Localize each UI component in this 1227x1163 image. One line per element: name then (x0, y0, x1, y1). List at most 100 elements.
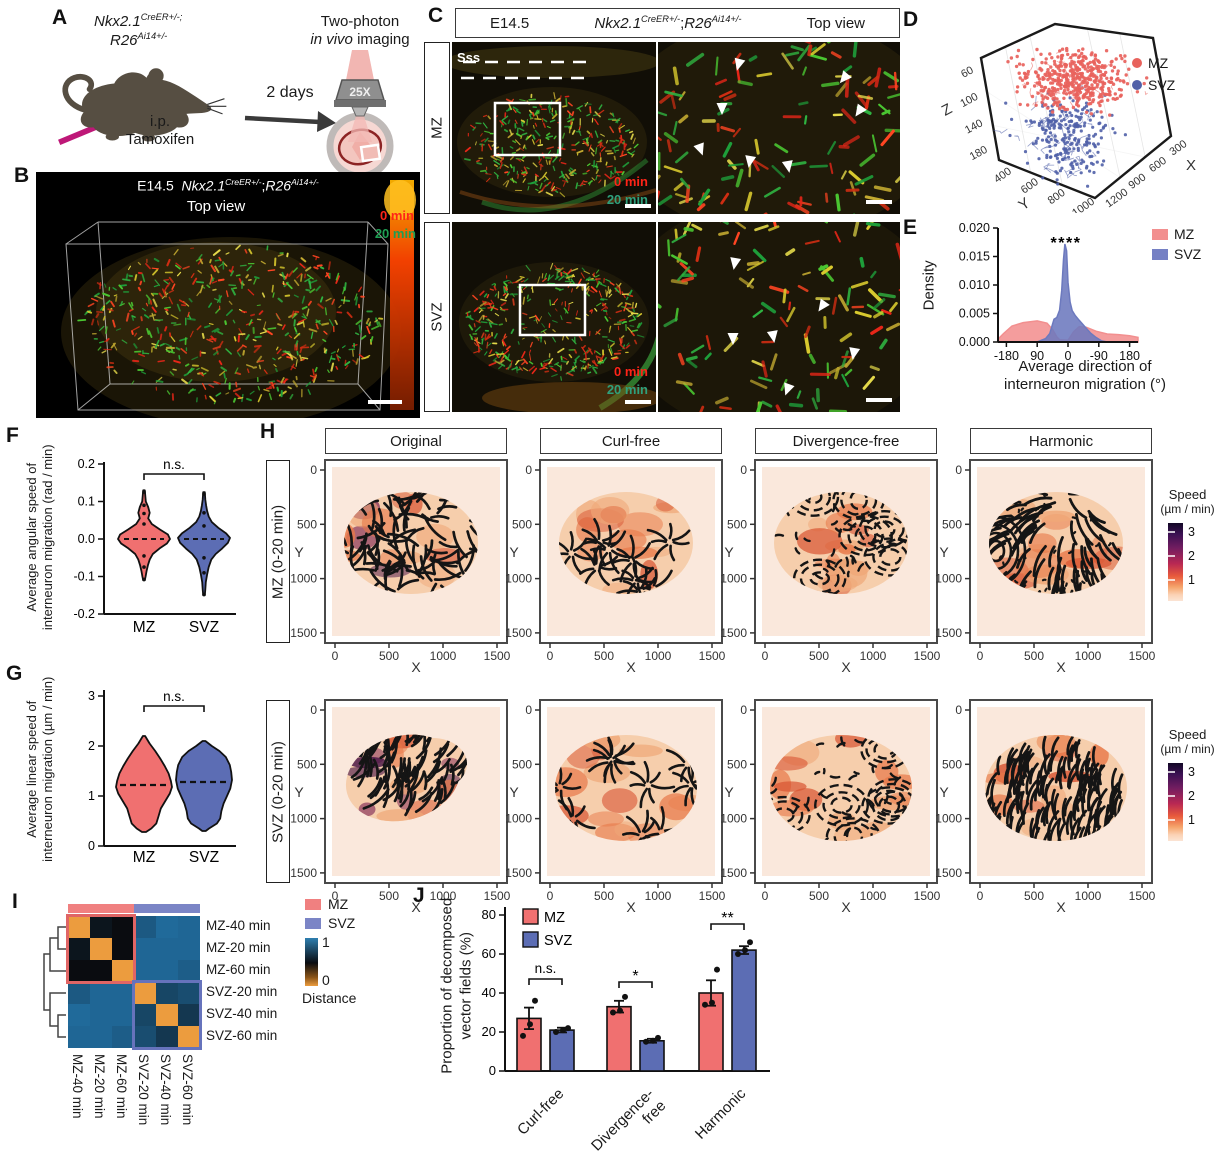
data-point (520, 1032, 526, 1039)
arrowhead-icon (693, 142, 704, 156)
svg-text:90: 90 (1030, 349, 1044, 363)
svg-text:2: 2 (1188, 549, 1195, 563)
svg-text:X: X (411, 659, 421, 675)
svg-text:SVZ: SVZ (189, 849, 219, 866)
svg-text:1500: 1500 (505, 626, 532, 640)
svg-text:1: 1 (1188, 813, 1195, 827)
svg-text:0: 0 (310, 703, 317, 717)
svg-text:1000: 1000 (290, 812, 317, 826)
data-point (560, 1027, 566, 1034)
svg-text:1500: 1500 (935, 626, 962, 640)
arrowhead-icon (784, 382, 795, 396)
svg-text:0: 0 (740, 703, 747, 717)
speed-colorbar (1168, 763, 1183, 841)
svg-text:0: 0 (547, 889, 554, 903)
panel-e-label: E (903, 216, 918, 239)
svg-text:1500: 1500 (699, 649, 726, 663)
svg-text:1000: 1000 (430, 889, 457, 903)
data-point (655, 1034, 661, 1041)
panel-e-xlabel-2: interneuron migration (°) (1004, 376, 1166, 393)
svg-text:500: 500 (942, 757, 962, 771)
h-row-svz: SVZ (0-20 min) (266, 700, 290, 883)
svg-text:500: 500 (809, 889, 829, 903)
heatmap-col-label: MZ-40 min (70, 1054, 85, 1119)
heatmap-cell (68, 916, 90, 938)
panel-g-ylabel: Average linear speed of interneuron migr… (23, 676, 55, 862)
mz-swatch-icon (1152, 228, 1168, 240)
scale-bar (866, 398, 892, 402)
svg-text:0: 0 (1065, 349, 1072, 363)
svg-text:1500: 1500 (484, 649, 511, 663)
bar-SVZ (731, 949, 757, 1072)
svg-text:1: 1 (1188, 573, 1195, 587)
mz-cluster-box (66, 914, 136, 984)
scale-bar (625, 204, 651, 208)
svg-text:3: 3 (1188, 765, 1195, 779)
svg-text:MZ: MZ (133, 849, 155, 866)
svg-text:1200: 1200 (1103, 186, 1130, 210)
i-svz-annotation-bar (134, 904, 200, 913)
panel-c-row-mz: MZ (424, 42, 450, 214)
heatmap-cell (90, 982, 112, 1004)
h-colorbar-title-2: Speed (1168, 727, 1207, 742)
i-mz-annotation-bar (68, 904, 134, 913)
panel-b-label: B (14, 164, 30, 187)
svg-text:0: 0 (762, 889, 769, 903)
svg-text:SVZ: SVZ (189, 619, 219, 636)
panel-h-vector-fields: 005005001000100015001500YX00500500100010… (290, 459, 1195, 915)
panel-e-ylabel: Density (920, 260, 938, 311)
panel-f-ylabel: Average angular speed of interneuron mig… (23, 444, 55, 631)
panel-b-time20-label: 20 min (374, 226, 416, 241)
svg-text:X: X (626, 659, 636, 675)
panel-a-label: A (52, 6, 68, 29)
svg-text:500: 500 (727, 517, 747, 531)
i-dendrogram (43, 926, 66, 1038)
significance-label: n.s. (163, 689, 185, 704)
svg-text:2: 2 (88, 739, 95, 753)
panel-e-density-plot: 0.020 0.015 0.010 0.005 0.000 -180 90 0 -90 180 **… (959, 222, 1140, 363)
h-colorbar-unit-2: (µm / min) (1160, 742, 1215, 756)
vector-field-curl (559, 495, 691, 594)
data-point (742, 947, 748, 954)
svg-text:Y: Y (509, 784, 519, 800)
heatmap-col-label: MZ-60 min (114, 1054, 129, 1119)
svg-text:1000: 1000 (720, 572, 747, 586)
svg-text:1000: 1000 (720, 812, 747, 826)
i-legend-mz: MZ (328, 896, 349, 912)
svg-text:40: 40 (482, 985, 496, 1000)
h-colorbar-unit-1: (µm / min) (1160, 502, 1215, 516)
heatmap-cell (112, 916, 134, 938)
panel-b-image: E14.5 Nkx2.1CreER+/-;R26Ai14+/- Top view… (36, 172, 420, 418)
svg-text:1500: 1500 (1129, 889, 1156, 903)
svg-text:500: 500 (512, 517, 532, 531)
svg-text:3: 3 (1188, 525, 1195, 539)
panel-d-label: D (903, 8, 919, 31)
arrowhead-icon (730, 257, 742, 270)
heatmap-cell (178, 916, 200, 938)
h-colorbar-title-1: Speed (1168, 487, 1207, 502)
svg-text:1500: 1500 (290, 866, 317, 880)
panel-c-mz-zoom (658, 42, 900, 214)
data-point (617, 1007, 623, 1014)
h-col-divfree: Divergence-free (755, 428, 937, 454)
heatmap-cell (156, 982, 178, 1004)
svg-text:500: 500 (297, 517, 317, 531)
wireframe-box (65, 221, 389, 411)
svg-text:Y: Y (294, 544, 304, 560)
significance-stars: **** (1051, 235, 1082, 252)
heatmap-cell (90, 938, 112, 960)
svg-text:1500: 1500 (720, 866, 747, 880)
svg-text:1000: 1000 (505, 812, 532, 826)
svg-text:500: 500 (379, 649, 399, 663)
heatmap-cell (178, 982, 200, 1004)
genotype-line1: Nkx2.1CreER+/-; (94, 12, 183, 30)
svg-text:X: X (841, 899, 851, 915)
svg-text:Y: Y (509, 544, 519, 560)
svg-text:0: 0 (525, 463, 532, 477)
svz-dot-icon (1132, 80, 1142, 90)
panel-c-label: C (428, 4, 444, 27)
svg-text:300: 300 (1167, 138, 1189, 158)
svg-text:1500: 1500 (914, 649, 941, 663)
